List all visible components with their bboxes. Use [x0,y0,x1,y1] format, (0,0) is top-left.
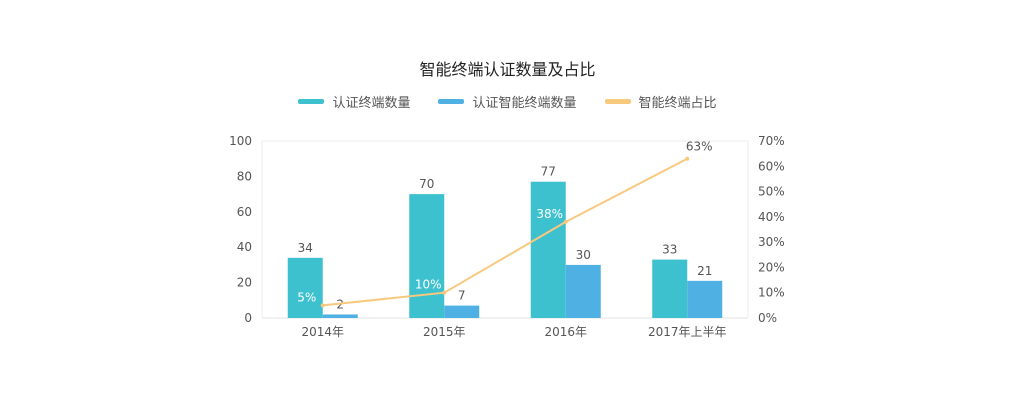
line-point-label: 10% [415,278,442,292]
x-tick-label: 2015年 [423,325,466,339]
y-left-tick-label: 20 [237,276,252,290]
legend-swatch-certified-smart-terminals [438,99,465,104]
x-tick-label: 2016年 [544,325,587,339]
bar [322,314,358,318]
bar-value-label: 30 [576,248,591,262]
line-point [685,156,690,161]
bar [687,280,723,318]
y-right-tick-label: 10% [758,286,785,300]
bar [409,194,445,318]
line-point [442,290,447,295]
y-left-tick-label: 60 [237,205,252,219]
bar [444,305,480,318]
legend-item-certified-smart-terminals[interactable]: 认证智能终端数量 [438,92,577,111]
legend-label-certified-smart-terminals: 认证智能终端数量 [472,96,577,111]
bar-value-label: 21 [697,264,712,278]
bar [530,181,566,318]
y-right-tick-label: 30% [758,235,785,249]
bar [287,257,323,318]
x-tick-label: 2017年上半年 [648,325,727,339]
line-point-label: 38% [536,207,563,221]
y-right-tick-label: 0% [758,311,777,325]
line-point [563,219,568,224]
legend: 认证终端数量 认证智能终端数量 智能终端占比 [0,92,1015,111]
line-series-path [322,157,688,307]
legend-item-smart-terminal-ratio[interactable]: 智能终端占比 [604,92,717,111]
legend-swatch-smart-terminal-ratio [604,99,631,104]
y-right-tick-label: 60% [758,159,785,173]
y-left-tick-label: 80 [237,169,252,183]
bar-value-label: 7 [458,289,466,303]
legend-item-certified-terminals[interactable]: 认证终端数量 [298,92,410,111]
y-right-tick-label: 40% [758,210,785,224]
line-point-label: 63% [686,140,713,154]
bar [652,259,688,318]
y-right-tick-label: 70% [758,134,785,148]
y-left-tick-label: 40 [237,240,252,254]
bar-value-label: 33 [662,243,677,257]
line-point [320,303,325,308]
y-left-tick-label: 0 [244,311,252,325]
bar [565,264,601,318]
y-right-tick-label: 50% [758,185,785,199]
legend-label-smart-terminal-ratio: 智能终端占比 [638,96,717,111]
chart-title: 智能终端认证数量及占比 [419,60,596,79]
x-tick-label: 2014年 [301,325,344,339]
line-point-label: 5% [297,290,316,304]
bar-value-label: 34 [298,241,313,255]
bar-value-label: 70 [419,177,434,191]
legend-label-certified-terminals: 认证终端数量 [332,96,411,111]
legend-swatch-certified-terminals [298,99,325,104]
y-right-tick-label: 20% [758,260,785,274]
bar-value-label: 77 [541,165,556,179]
y-left-tick-label: 100 [229,134,252,148]
